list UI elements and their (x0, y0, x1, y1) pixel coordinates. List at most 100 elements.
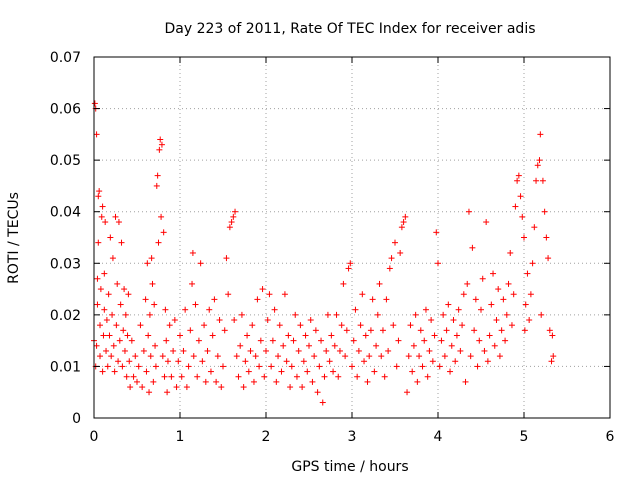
data-point (228, 219, 235, 226)
data-point (512, 203, 519, 210)
data-point (269, 337, 276, 344)
data-point (202, 378, 209, 385)
data-point (366, 353, 373, 360)
data-point (120, 327, 127, 334)
data-point (273, 378, 280, 385)
data-point (232, 208, 239, 215)
data-point (171, 317, 178, 324)
data-point (257, 337, 264, 344)
data-point (455, 306, 462, 313)
data-point (211, 296, 218, 303)
data-point (388, 255, 395, 262)
data-point (549, 332, 556, 339)
data-point (93, 131, 100, 138)
data-point (340, 280, 347, 287)
data-point (405, 353, 412, 360)
data-point (400, 219, 407, 226)
data-point (404, 389, 411, 396)
data-point (500, 296, 507, 303)
data-point (261, 373, 268, 380)
x-tick-label: 6 (606, 429, 615, 445)
data-point (550, 353, 557, 360)
data-point (421, 337, 428, 344)
data-point (182, 306, 189, 313)
data-point (367, 327, 374, 334)
data-point (185, 363, 192, 370)
data-point (124, 332, 131, 339)
data-point (502, 337, 509, 344)
data-point (397, 249, 404, 256)
x-tick-label: 5 (520, 429, 529, 445)
data-point (361, 358, 368, 365)
data-point (164, 389, 171, 396)
data-point (304, 368, 311, 375)
data-point (381, 373, 388, 380)
data-point (514, 177, 521, 184)
data-point (115, 358, 122, 365)
data-point (149, 280, 156, 287)
data-point (428, 317, 435, 324)
data-point (410, 342, 417, 349)
data-point (118, 239, 125, 246)
data-point (128, 337, 135, 344)
data-point (107, 234, 114, 241)
data-point (101, 270, 108, 277)
x-tick-label: 1 (176, 429, 185, 445)
data-point (481, 347, 488, 354)
data-point (517, 193, 524, 200)
data-point (392, 239, 398, 246)
data-point (445, 301, 452, 308)
data-point (177, 332, 183, 339)
data-point (121, 286, 128, 293)
data-point (244, 332, 251, 339)
data-point (206, 306, 213, 313)
data-point (254, 296, 261, 303)
data-point (247, 347, 254, 354)
data-point (362, 332, 369, 339)
data-point (170, 347, 177, 354)
data-point (245, 368, 252, 375)
data-point (479, 275, 486, 282)
data-point (115, 219, 122, 226)
data-point (122, 311, 129, 318)
data-point (371, 368, 378, 375)
data-point (336, 347, 343, 354)
data-point (515, 172, 522, 179)
data-point (134, 378, 140, 385)
data-point (469, 244, 476, 251)
data-point (519, 213, 526, 220)
data-point (155, 239, 162, 246)
data-point (259, 286, 266, 293)
data-point (264, 317, 271, 324)
data-point (144, 260, 151, 267)
data-point (395, 337, 402, 344)
data-point (507, 249, 514, 256)
data-point (369, 296, 376, 303)
x-tick-label: 2 (262, 429, 271, 445)
data-point (510, 291, 517, 298)
data-point (379, 327, 386, 334)
data-point (374, 311, 381, 318)
y-axis-label: ROTI / TECUs (6, 192, 22, 284)
data-point (216, 317, 223, 324)
data-point (483, 219, 490, 226)
data-point (467, 353, 474, 360)
data-point (373, 342, 380, 349)
data-point (435, 260, 441, 267)
data-point (104, 363, 111, 370)
data-point (335, 373, 342, 380)
data-point (94, 275, 101, 282)
data-point (300, 358, 307, 365)
data-point (299, 384, 306, 391)
data-point (242, 358, 249, 365)
data-point (319, 399, 326, 406)
data-point (93, 342, 100, 349)
data-point (412, 311, 419, 318)
data-point (441, 353, 448, 360)
data-point (197, 260, 204, 267)
data-point (220, 363, 226, 370)
data-point (364, 378, 371, 385)
data-point (116, 337, 123, 344)
data-point (106, 332, 113, 339)
data-point (491, 342, 498, 349)
